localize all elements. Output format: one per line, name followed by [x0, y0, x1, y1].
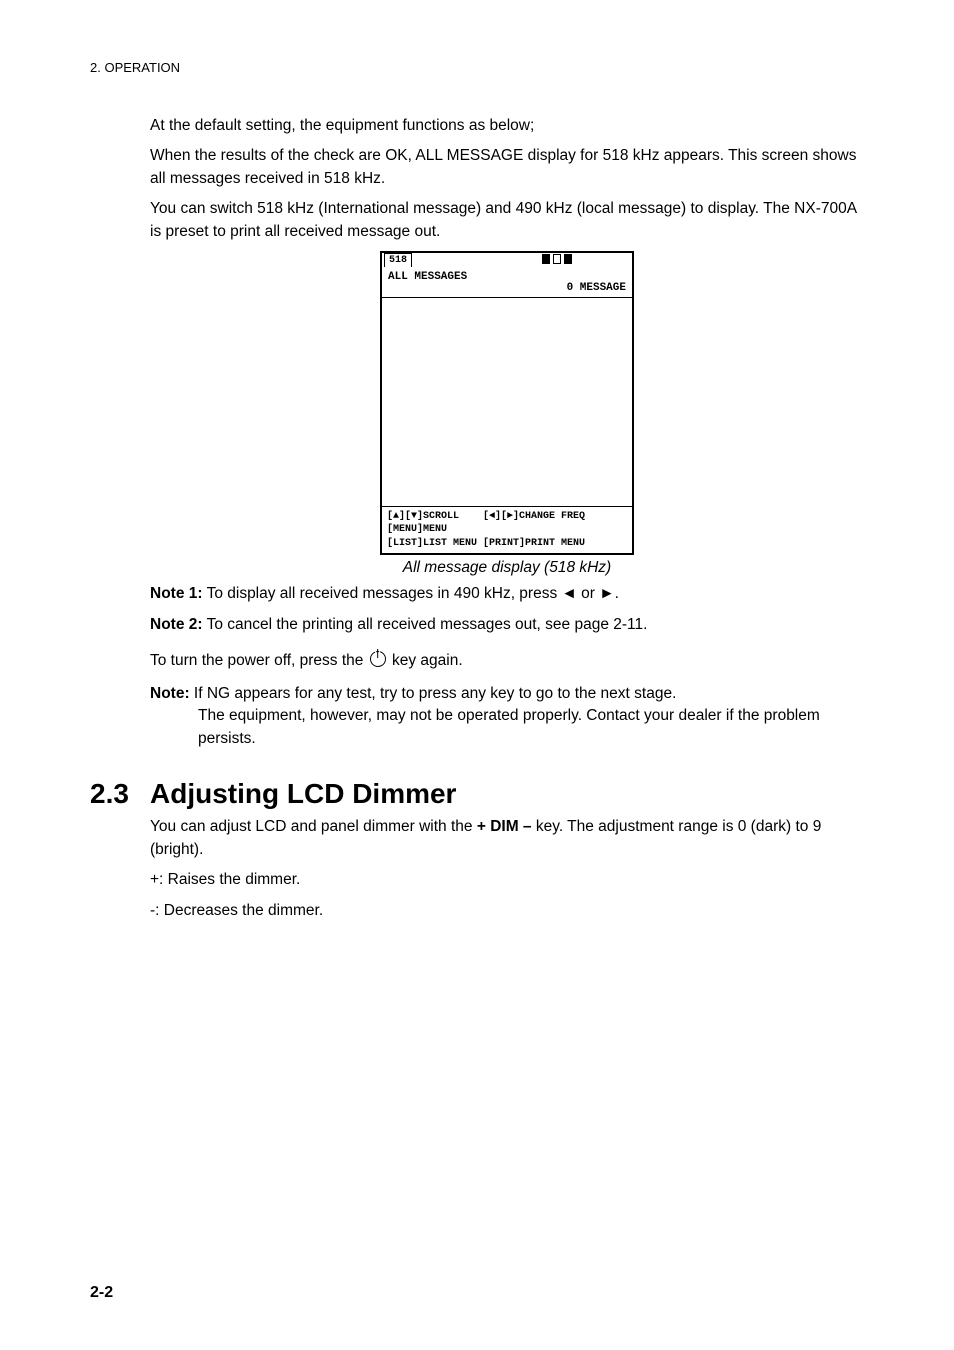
note-1: Note 1: To display all received messages… [150, 583, 864, 605]
intro-line-3: You can switch 518 kHz (International me… [150, 198, 864, 243]
page-number: 2-2 [90, 1284, 113, 1302]
warning-note: Note: If NG appears for any test, try to… [150, 683, 864, 750]
lcd-title-right: 0 MESSAGE [567, 283, 626, 294]
page-header: 2. OPERATION [90, 60, 864, 75]
lcd-footer-line-1: [▲][▼]SCROLL [◄][►]CHANGE FREQ [387, 511, 585, 522]
section-title: Adjusting LCD Dimmer [150, 778, 456, 810]
section-para-3: -: Decreases the dimmer. [150, 900, 864, 922]
lcd-figure: 518 ALL MESSAGES 0 MESSAGE [▲][▼]SCROLL … [150, 251, 864, 555]
section-number: 2.3 [90, 778, 150, 810]
note-1-label: Note 1: [150, 585, 203, 602]
indicator-blank [553, 254, 561, 264]
warning-note-label: Note: [150, 685, 190, 702]
power-off-pre: To turn the power off, press the [150, 652, 368, 669]
note-2-text: To cancel the printing all received mess… [203, 616, 648, 633]
lcd-footer-line-3: [LIST]LIST MENU [PRINT]PRINT MENU [387, 538, 585, 549]
lcd-footer: [▲][▼]SCROLL [◄][►]CHANGE FREQ [MENU]MEN… [382, 507, 632, 554]
indicator-solid-2 [564, 254, 572, 264]
intro-line-2: When the results of the check are OK, AL… [150, 145, 864, 190]
section-para-1: You can adjust LCD and panel dimmer with… [150, 816, 864, 861]
section-p1-bold: + DIM – [477, 818, 532, 835]
figure-caption: All message display (518 kHz) [150, 559, 864, 577]
note-1-text: To display all received messages in 490 … [203, 585, 619, 602]
note-2-label: Note 2: [150, 616, 203, 633]
warning-note-line-2: The equipment, however, may not be opera… [198, 707, 820, 746]
lcd-tabbar: 518 [382, 253, 632, 271]
section-heading: 2.3 Adjusting LCD Dimmer [90, 778, 864, 810]
note-2: Note 2: To cancel the printing all recei… [150, 614, 864, 636]
lcd-footer-line-2: [MENU]MENU [387, 524, 447, 535]
intro-line-1: At the default setting, the equipment fu… [150, 115, 864, 137]
lcd-title-row: ALL MESSAGES 0 MESSAGE [382, 271, 632, 298]
section-para-2: +: Raises the dimmer. [150, 869, 864, 891]
lcd-frame: 518 ALL MESSAGES 0 MESSAGE [▲][▼]SCROLL … [380, 251, 634, 555]
lcd-body-empty [382, 298, 632, 507]
lcd-title-left: ALL MESSAGES [388, 271, 467, 283]
warning-note-line-1: If NG appears for any test, try to press… [190, 685, 677, 702]
power-icon [370, 651, 386, 667]
lcd-tab-518: 518 [384, 253, 412, 267]
lcd-indicators [542, 254, 572, 264]
power-off-line: To turn the power off, press the key aga… [150, 650, 864, 672]
section-p1-pre: You can adjust LCD and panel dimmer with… [150, 818, 477, 835]
indicator-solid-1 [542, 254, 550, 264]
power-off-post: key again. [388, 652, 463, 669]
